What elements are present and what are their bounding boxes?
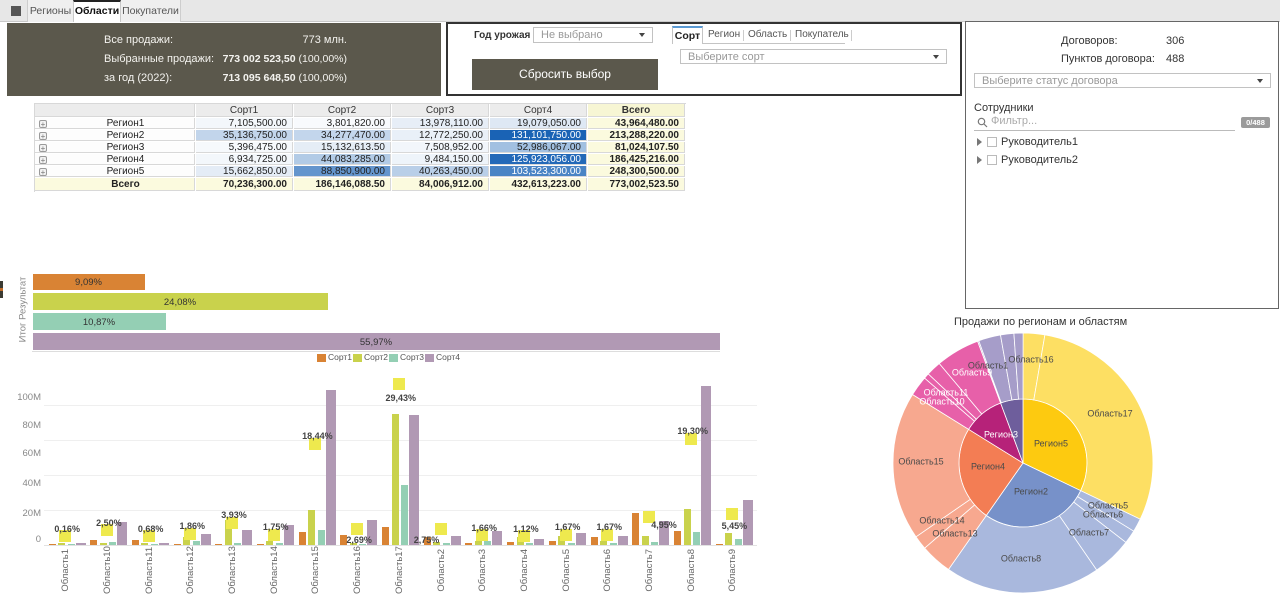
- svg-text:Область11: Область11: [924, 388, 969, 398]
- svg-text:Область7: Область7: [1069, 528, 1109, 538]
- svg-text:Область10: Область10: [919, 397, 964, 407]
- svg-text:Область1: Область1: [968, 361, 1008, 371]
- svg-text:Регион5: Регион5: [1034, 439, 1068, 449]
- svg-text:Область8: Область8: [1001, 554, 1041, 564]
- svg-text:Регион3: Регион3: [984, 430, 1018, 440]
- svg-text:Регион2: Регион2: [1014, 487, 1048, 497]
- svg-text:Область9: Область9: [952, 368, 992, 378]
- svg-text:Регион4: Регион4: [971, 462, 1005, 472]
- svg-text:Область13: Область13: [932, 529, 977, 539]
- svg-text:Область15: Область15: [898, 457, 943, 467]
- svg-text:Область5: Область5: [1088, 501, 1128, 511]
- svg-text:Область14: Область14: [919, 516, 964, 526]
- svg-text:Область16: Область16: [1008, 355, 1053, 365]
- svg-text:Область17: Область17: [1087, 409, 1132, 419]
- svg-text:Область6: Область6: [1083, 510, 1123, 520]
